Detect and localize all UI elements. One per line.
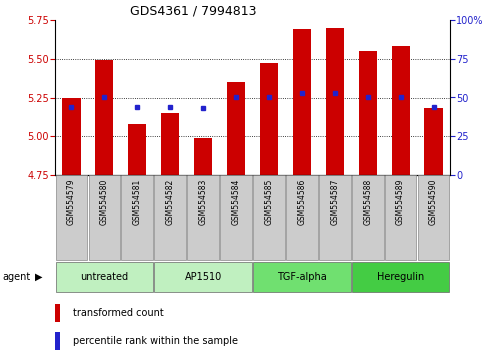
Text: GSM554580: GSM554580	[100, 178, 109, 225]
Text: GSM554590: GSM554590	[429, 178, 438, 225]
Text: GSM554586: GSM554586	[298, 178, 306, 225]
Text: GSM554584: GSM554584	[231, 178, 241, 225]
Text: GSM554579: GSM554579	[67, 178, 76, 225]
Text: GSM554583: GSM554583	[199, 178, 208, 225]
Bar	[187, 175, 219, 260]
Bar	[352, 175, 384, 260]
Bar	[95, 60, 114, 175]
Text: GSM554587: GSM554587	[330, 178, 339, 225]
Bar	[319, 175, 351, 260]
Text: GSM554581: GSM554581	[133, 178, 142, 225]
Text: GSM554589: GSM554589	[396, 178, 405, 225]
Text: untreated: untreated	[80, 272, 128, 282]
Bar	[55, 304, 60, 321]
Text: Heregulin: Heregulin	[377, 272, 424, 282]
Text: GSM554582: GSM554582	[166, 178, 175, 225]
Bar	[260, 63, 278, 175]
Text: GDS4361 / 7994813: GDS4361 / 7994813	[130, 5, 256, 18]
Bar	[194, 138, 212, 175]
Bar	[392, 46, 410, 175]
Bar	[88, 175, 120, 260]
Bar	[352, 262, 449, 292]
Bar	[122, 175, 153, 260]
Bar	[161, 113, 179, 175]
Text: TGF-alpha: TGF-alpha	[277, 272, 327, 282]
Bar	[155, 175, 186, 260]
Text: AP1510: AP1510	[185, 272, 222, 282]
Bar	[253, 175, 285, 260]
Bar	[227, 82, 245, 175]
Bar	[155, 262, 252, 292]
Bar	[293, 29, 311, 175]
Text: GSM554585: GSM554585	[265, 178, 273, 225]
Bar	[326, 28, 344, 175]
Bar	[359, 51, 377, 175]
Text: agent: agent	[2, 272, 30, 282]
Bar	[286, 175, 318, 260]
Bar	[220, 175, 252, 260]
Bar	[128, 124, 146, 175]
Bar	[62, 97, 81, 175]
Bar	[425, 108, 442, 175]
Text: transformed count: transformed count	[73, 308, 164, 318]
Text: GSM554588: GSM554588	[363, 178, 372, 225]
Text: ▶: ▶	[35, 272, 43, 282]
Bar	[385, 175, 416, 260]
Text: percentile rank within the sample: percentile rank within the sample	[73, 336, 238, 346]
Bar	[56, 262, 153, 292]
Bar	[253, 262, 351, 292]
Bar	[418, 175, 449, 260]
Bar	[55, 332, 60, 349]
Bar	[56, 175, 87, 260]
